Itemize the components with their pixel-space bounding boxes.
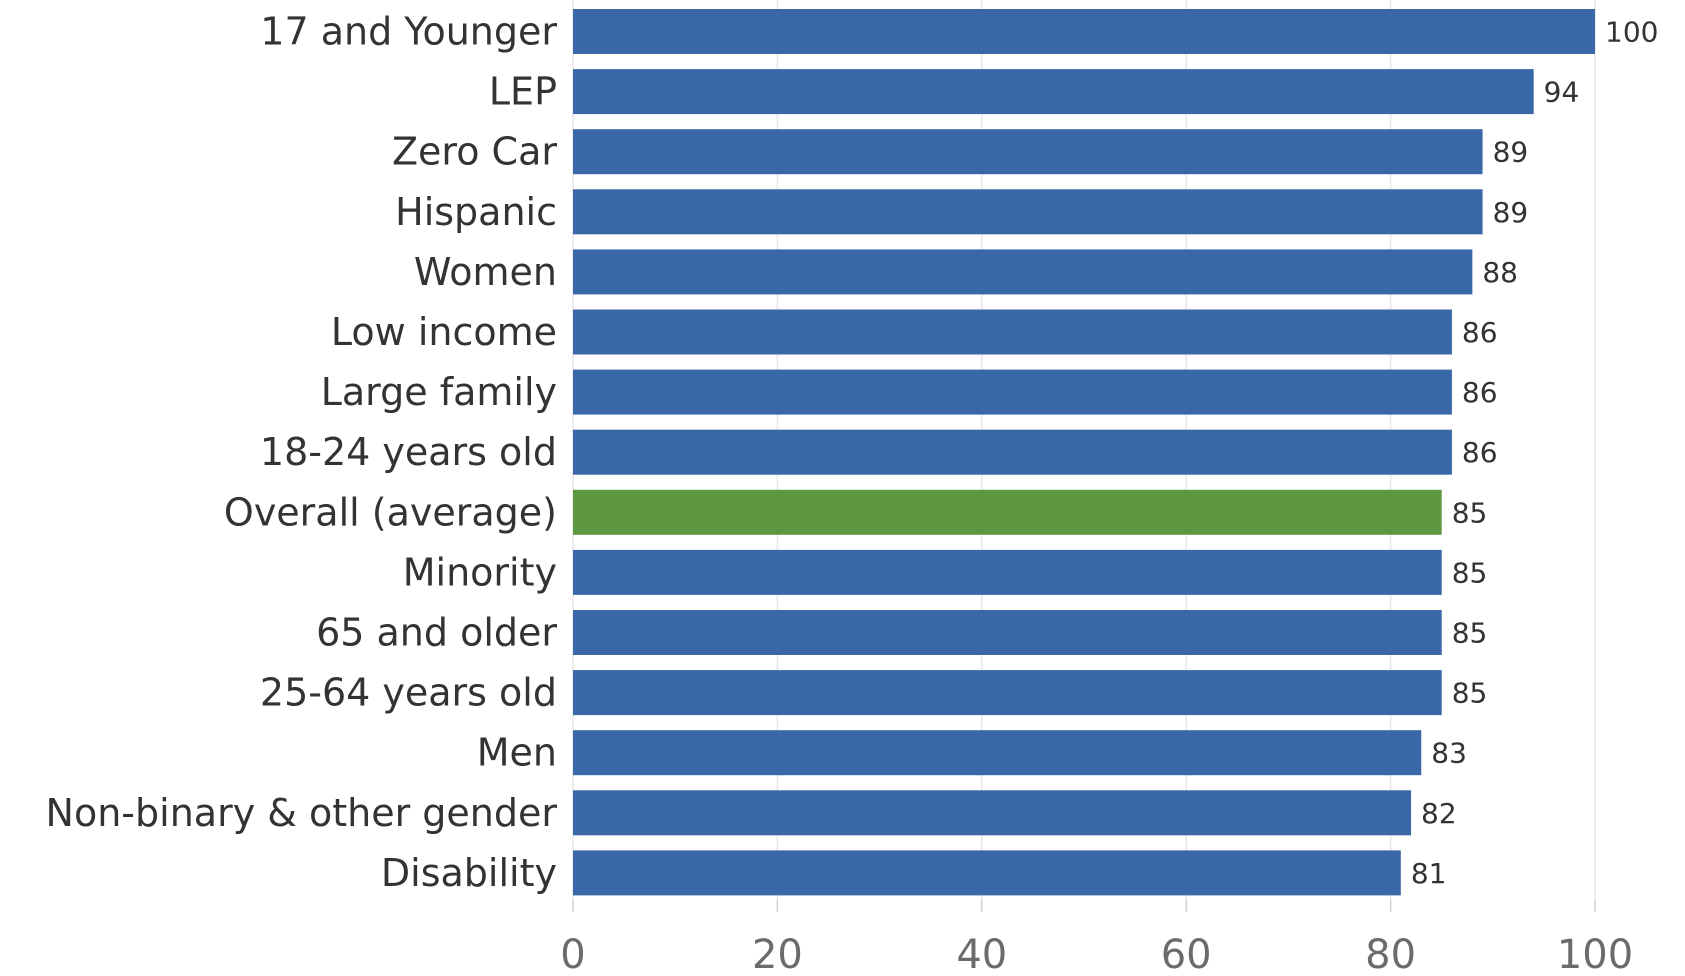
category-label: 65 and older <box>316 611 557 655</box>
data-label: 85 <box>1452 556 1488 589</box>
bar <box>573 790 1412 836</box>
data-labels: 100 94 89 89 88 86 86 86 85 85 85 85 83 82 81 <box>1411 16 1659 890</box>
category-label: 18-24 years old <box>260 430 557 474</box>
category-label: 25-64 years old <box>260 671 557 715</box>
bar <box>573 670 1442 716</box>
data-label: 85 <box>1452 617 1488 650</box>
x-axis: 0 20 40 60 80 100 <box>560 900 1633 976</box>
category-label: LEP <box>489 70 557 114</box>
category-label: Hispanic <box>395 190 557 234</box>
bar-highlight <box>573 489 1442 535</box>
category-label: Non-binary & other gender <box>46 791 558 835</box>
data-label: 86 <box>1462 436 1498 469</box>
category-label: Large family <box>321 370 557 414</box>
x-tick-label: 0 <box>560 932 585 976</box>
bar <box>573 9 1595 54</box>
x-tick-label: 80 <box>1365 932 1416 976</box>
data-label: 89 <box>1493 196 1529 229</box>
bar <box>573 850 1401 896</box>
x-tick-label: 100 <box>1557 932 1633 976</box>
bar <box>573 549 1442 595</box>
bar <box>573 429 1452 475</box>
category-label: Minority <box>403 550 557 594</box>
bar <box>573 610 1442 655</box>
bar <box>573 189 1483 235</box>
category-label: Men <box>477 731 557 775</box>
x-tick-label: 40 <box>956 932 1007 976</box>
data-label: 81 <box>1411 857 1447 890</box>
bar <box>573 129 1483 175</box>
data-label: 82 <box>1421 797 1457 830</box>
category-label: 17 and Younger <box>260 10 557 54</box>
bar <box>573 69 1534 115</box>
bar <box>573 249 1473 295</box>
data-label: 100 <box>1605 16 1658 49</box>
x-tick-label: 60 <box>1161 932 1212 976</box>
bar <box>573 730 1422 776</box>
category-label: Women <box>414 250 557 294</box>
x-tick-label: 20 <box>752 932 803 976</box>
data-label: 88 <box>1482 256 1518 289</box>
data-label: 89 <box>1493 136 1529 169</box>
bar <box>573 369 1452 415</box>
category-label: Disability <box>381 851 557 895</box>
bars <box>573 9 1595 896</box>
data-label: 83 <box>1431 737 1467 770</box>
data-label: 86 <box>1462 316 1498 349</box>
category-label: Zero Car <box>392 130 557 174</box>
data-label: 86 <box>1462 376 1498 409</box>
category-label: Overall (average) <box>224 490 557 534</box>
data-label: 85 <box>1452 496 1488 529</box>
bar <box>573 309 1452 355</box>
data-label: 85 <box>1452 677 1488 710</box>
category-labels: 17 and Younger LEP Zero Car Hispanic Women Lo… <box>46 10 558 895</box>
category-label: Low income <box>331 310 557 354</box>
data-label: 94 <box>1544 76 1580 109</box>
